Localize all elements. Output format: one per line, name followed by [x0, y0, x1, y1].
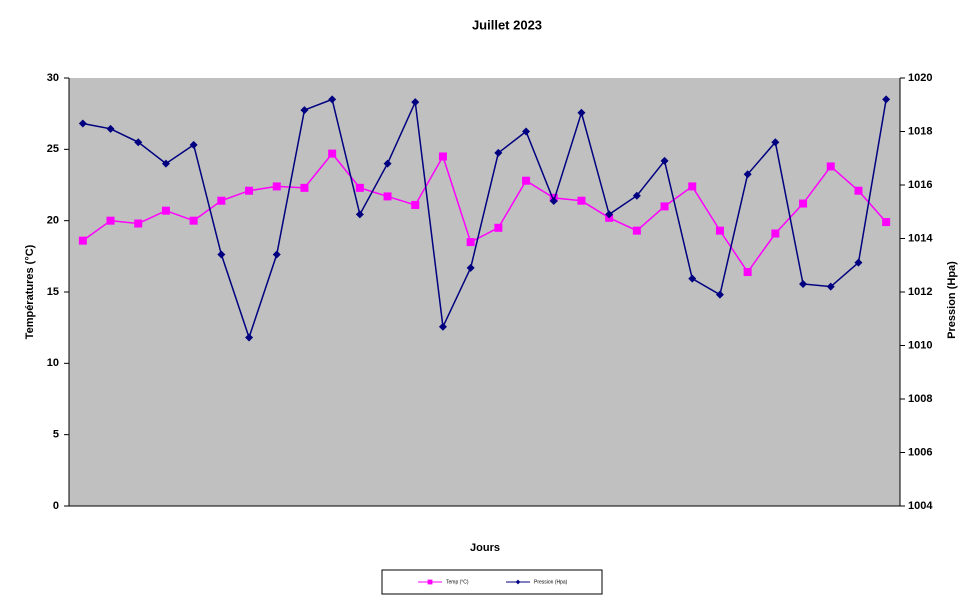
point — [217, 196, 226, 205]
point — [106, 216, 115, 225]
y-tick-label: 5 — [53, 429, 59, 441]
point — [383, 192, 392, 201]
point — [272, 250, 281, 259]
point — [771, 138, 780, 147]
point — [466, 238, 475, 247]
y-tick-label: 25 — [47, 143, 59, 155]
y2-tick-label: 1016 — [908, 179, 932, 191]
point — [272, 182, 281, 191]
y2-tick-label: 1012 — [908, 286, 932, 298]
y-tick-label: 15 — [47, 286, 59, 298]
point — [522, 176, 531, 185]
plot-area — [69, 78, 900, 506]
y2-tick-label: 1008 — [908, 393, 932, 405]
point — [466, 263, 475, 272]
point — [494, 148, 503, 157]
point — [328, 95, 337, 104]
point — [743, 268, 752, 277]
point — [438, 152, 447, 161]
point — [134, 138, 143, 147]
point — [688, 274, 697, 283]
point — [438, 322, 447, 331]
point — [799, 279, 808, 288]
y-axis-title: Températures (°C) — [24, 244, 36, 339]
point — [826, 162, 835, 171]
point — [632, 226, 641, 235]
point — [743, 170, 752, 179]
y2-tick-label: 1018 — [908, 125, 932, 137]
point — [106, 124, 115, 133]
point — [217, 250, 226, 259]
point — [494, 223, 503, 232]
point — [882, 95, 891, 104]
point — [134, 219, 143, 228]
legend-marker — [427, 579, 433, 585]
point — [826, 282, 835, 291]
legend-marker — [515, 579, 521, 585]
point — [383, 159, 392, 168]
y2-tick-label: 1004 — [908, 500, 933, 512]
y2-tick-label: 1014 — [908, 232, 933, 244]
legend-box — [381, 569, 603, 595]
series-line — [82, 98, 887, 340]
y-tick-label: 10 — [47, 357, 59, 369]
point — [660, 156, 669, 165]
point — [688, 182, 697, 191]
point — [771, 229, 780, 238]
legend-text: Temp (°C) — [446, 579, 469, 585]
point — [78, 119, 87, 128]
series-line — [82, 152, 887, 274]
point — [799, 199, 808, 208]
point — [300, 106, 309, 115]
point — [328, 149, 337, 158]
point — [660, 202, 669, 211]
point — [522, 127, 531, 136]
point — [577, 108, 586, 117]
point — [854, 258, 863, 267]
point — [355, 183, 364, 192]
point — [632, 191, 641, 200]
point — [854, 186, 863, 195]
point — [577, 196, 586, 205]
point — [605, 210, 614, 219]
legend-text: Pression (Hpa) — [534, 579, 568, 585]
point — [78, 236, 87, 245]
y-tick-label: 0 — [53, 500, 59, 512]
point — [245, 186, 254, 195]
y2-tick-label: 1010 — [908, 339, 932, 351]
point — [161, 206, 170, 215]
chart-title: Juillet 2023 — [472, 17, 542, 32]
x-axis-title: Jours — [470, 542, 500, 554]
y-tick-label: 20 — [47, 215, 59, 227]
point — [189, 140, 198, 149]
point — [549, 197, 558, 206]
point — [245, 333, 254, 342]
y2-tick-label: 1006 — [908, 446, 932, 458]
point — [715, 226, 724, 235]
point — [411, 200, 420, 209]
point — [882, 218, 891, 227]
point — [715, 290, 724, 299]
point — [355, 210, 364, 219]
point — [411, 98, 420, 107]
point — [161, 159, 170, 168]
y2-axis-title: Pression (Hpa) — [946, 261, 958, 339]
point — [300, 183, 309, 192]
y-tick-label: 30 — [47, 72, 59, 84]
point — [189, 216, 198, 225]
y2-tick-label: 1020 — [908, 72, 932, 84]
